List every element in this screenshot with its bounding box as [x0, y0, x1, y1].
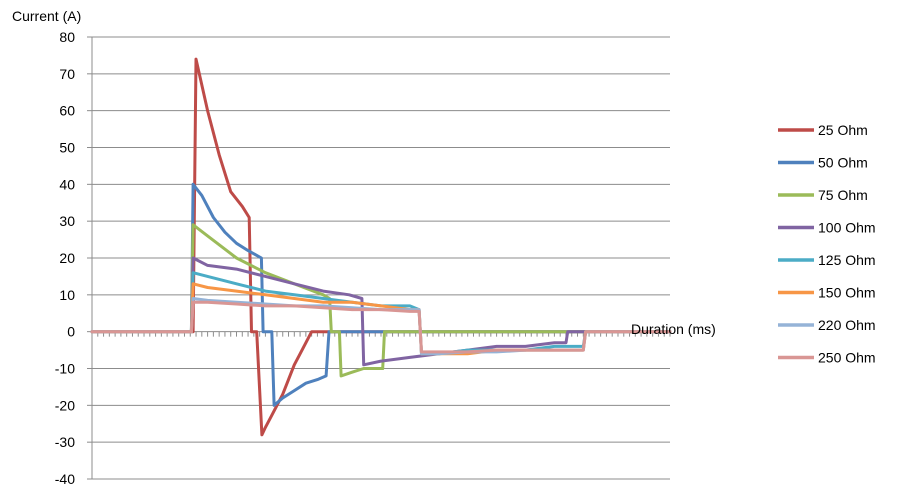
- series-lines: [90, 57, 672, 437]
- legend-label: 250 Ohm: [818, 350, 876, 366]
- y-tick-label: -40: [55, 471, 75, 487]
- y-tick-label: 60: [59, 103, 75, 119]
- y-tick-label: 20: [59, 250, 75, 266]
- legend-label: 125 Ohm: [818, 252, 876, 268]
- series-line-75-ohm: [90, 223, 672, 378]
- y-tick-label: 70: [59, 66, 75, 82]
- legend: 25 Ohm 50 Ohm 75 Ohm 100 Ohm 125 Ohm 150 Ohm 2…: [778, 122, 876, 366]
- y-tick-labels: 80 70 60 50 40 30 20 10 0 -10 -20 -30 -40: [55, 29, 75, 487]
- y-tick-label: -20: [55, 397, 75, 413]
- legend-label: 220 Ohm: [818, 317, 876, 333]
- y-axis-title: Current (A): [12, 8, 81, 24]
- series-line-250-ohm: [90, 300, 672, 354]
- x-axis-title: Duration (ms): [631, 321, 716, 337]
- series-line-125-ohm: [90, 271, 672, 356]
- y-tick-label: 30: [59, 213, 75, 229]
- y-tick-label: -10: [55, 361, 75, 377]
- gridlines: [92, 36, 670, 480]
- y-tick-label: 0: [67, 324, 75, 340]
- y-tick-label: 80: [59, 29, 75, 45]
- y-tick-label: 40: [59, 176, 75, 192]
- y-tick-label: 50: [59, 140, 75, 156]
- series-line-100-ohm: [90, 256, 672, 367]
- legend-label: 100 Ohm: [818, 220, 876, 236]
- series-line-25-ohm: [90, 57, 672, 437]
- legend-label: 50 Ohm: [818, 155, 868, 171]
- legend-label: 150 Ohm: [818, 285, 876, 301]
- legend-label: 75 Ohm: [818, 187, 868, 203]
- y-tick-label: -30: [55, 434, 75, 450]
- y-tick-label: 10: [59, 287, 75, 303]
- legend-label: 25 Ohm: [818, 122, 868, 138]
